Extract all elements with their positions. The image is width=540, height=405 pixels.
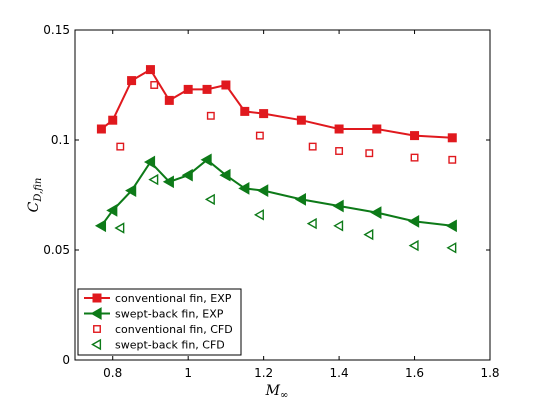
legend-item: swept-back fin, CFD	[91, 338, 225, 352]
data-point	[365, 149, 374, 158]
data-point	[410, 131, 420, 141]
y-tick-label: 0.15	[43, 23, 70, 37]
x-tick-label: 1.8	[480, 366, 499, 380]
legend-marker	[90, 307, 102, 320]
y-axis-label: CD,fin	[26, 178, 44, 213]
tick-group: 0.8 1 1.2 1.4 1.6 1.8 0 0.05 0.1 0.15	[43, 23, 499, 380]
data-point	[296, 115, 306, 125]
legend-label: swept-back fin, CFD	[115, 339, 225, 352]
data-point	[240, 106, 250, 116]
series-markers	[94, 65, 457, 254]
data-point	[257, 184, 269, 197]
data-point	[253, 209, 264, 221]
data-point	[294, 193, 306, 206]
legend-label: conventional fin, CFD	[115, 323, 233, 336]
x-tick-label: 1	[184, 366, 192, 380]
legend-box	[77, 288, 242, 356]
data-point	[183, 84, 193, 94]
legend-label: swept-back fin, EXP	[115, 308, 224, 321]
x-tick-label: 0.8	[103, 366, 122, 380]
data-point	[204, 193, 215, 206]
x-axis-label: M∞	[265, 383, 289, 401]
x-tick-label: 1.6	[405, 366, 424, 380]
data-point	[408, 215, 420, 228]
y-tick-label: 0	[62, 353, 70, 367]
data-point	[448, 155, 457, 164]
legend-label: conventional fin, EXP	[115, 292, 232, 305]
y-axis-label-sub: D,fin	[33, 178, 44, 203]
data-point	[221, 80, 231, 90]
data-point	[410, 153, 419, 162]
data-point	[108, 115, 118, 125]
legend-item: conventional fin, EXP	[84, 292, 232, 305]
legend: conventional fin, EXP swept-back fin, EXP…	[77, 288, 242, 356]
data-point	[255, 131, 264, 140]
data-point	[116, 142, 125, 151]
y-tick-label: 0.05	[43, 243, 70, 257]
data-point	[332, 199, 344, 213]
data-point	[370, 206, 382, 219]
data-point	[363, 228, 374, 241]
legend-item: conventional fin, CFD	[93, 323, 233, 336]
data-point	[408, 239, 419, 252]
data-point	[96, 124, 106, 134]
data-point	[181, 168, 193, 182]
x-axis-label-sub: ∞	[280, 390, 288, 401]
data-point	[372, 124, 382, 134]
data-point	[164, 95, 174, 105]
data-point	[127, 76, 137, 86]
y-axis-label-main: C	[26, 201, 42, 212]
data-point	[445, 219, 457, 233]
data-point	[446, 242, 457, 254]
data-point	[259, 109, 269, 119]
data-point	[150, 81, 159, 89]
data-point	[334, 124, 344, 134]
legend-marker	[91, 338, 102, 351]
legend-marker	[92, 293, 102, 303]
data-point	[148, 173, 159, 186]
data-point	[333, 220, 344, 232]
data-point	[447, 133, 457, 143]
data-point	[94, 219, 107, 233]
data-point	[202, 84, 212, 94]
legend-item: swept-back fin, EXP	[84, 307, 224, 321]
x-tick-label: 1.2	[254, 366, 273, 380]
y-tick-label: 0.1	[51, 133, 70, 147]
data-point	[308, 142, 317, 151]
data-point	[162, 175, 174, 189]
data-point	[114, 222, 125, 234]
data-point	[200, 153, 212, 167]
data-point	[143, 155, 156, 169]
x-tick-label: 1.4	[330, 366, 349, 380]
data-point	[306, 217, 317, 230]
data-point	[145, 65, 155, 75]
data-point	[335, 147, 344, 155]
data-point	[219, 168, 231, 182]
data-point	[238, 182, 250, 195]
data-point	[206, 111, 215, 120]
x-axis-label-main: M	[265, 383, 281, 399]
legend-marker	[93, 325, 101, 333]
data-point	[106, 204, 118, 217]
data-point	[125, 184, 137, 197]
